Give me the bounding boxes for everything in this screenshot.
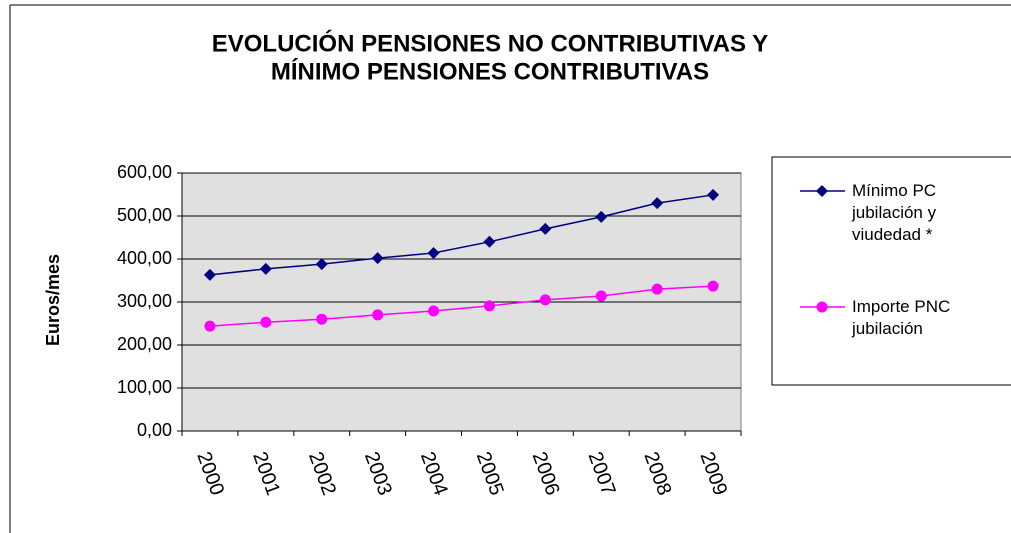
x-tick-label: 2004 [416,449,452,498]
point [816,301,828,313]
y-axis-label: Euros/mes [43,254,63,346]
chart-title: EVOLUCIÓN PENSIONES NO CONTRIBUTIVAS Y [212,29,769,57]
point [372,309,384,321]
point [651,283,663,295]
chart-subtitle: MÍNIMO PENSIONES CONTRIBUTIVAS [271,57,709,85]
y-tick-label: 200,00 [117,334,172,354]
point [816,185,828,197]
point [371,252,384,265]
point [539,222,552,235]
y-tick-label: 400,00 [117,248,172,268]
series-line [209,285,714,327]
x-tick-label: 2006 [528,449,564,498]
y-tick-label: 300,00 [117,291,172,311]
point [483,300,495,312]
y-tick-label: 100,00 [117,377,172,397]
point [427,246,440,259]
legend-box [771,156,1011,386]
y-tick-label: 500,00 [117,205,172,225]
point [651,197,664,210]
x-tick-label: 2007 [584,449,620,498]
point [260,316,272,328]
series-line [209,194,714,276]
x-tick-label: 2009 [695,449,731,498]
point [204,320,216,332]
point [316,313,328,325]
point [483,235,496,248]
x-tick-label: 2003 [360,449,396,498]
point [203,268,216,281]
y-tick-label: 600,00 [117,162,172,182]
point [428,305,440,317]
x-tick-label: 2001 [248,449,284,498]
legend-label: Mínimo PC jubilación y viudedad * [852,181,937,244]
x-tick-label: 2000 [192,449,228,498]
point [595,290,607,302]
point [707,188,720,201]
point [315,258,328,271]
point [259,262,272,275]
point [539,294,551,306]
point [707,280,719,292]
x-tick-label: 2005 [472,449,508,498]
legend-label: Importe PNC jubilación [852,297,951,338]
x-tick-label: 2002 [304,449,340,498]
x-tick-label: 2008 [639,449,675,498]
point [595,210,608,223]
y-tick-label: 0,00 [137,420,172,440]
